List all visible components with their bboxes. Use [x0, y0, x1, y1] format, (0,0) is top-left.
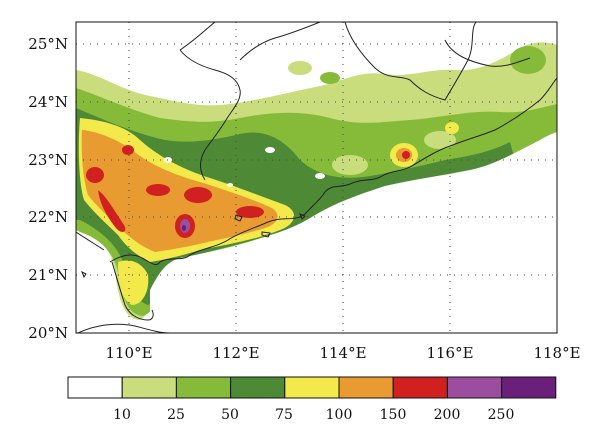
colorbar-swatch: [121, 376, 177, 399]
colorbar-swatch: [230, 376, 286, 399]
field-red: [122, 145, 134, 155]
field-red: [146, 184, 170, 196]
hainan-coast: [77, 323, 171, 333]
colorbar-tick-label: 75: [275, 407, 293, 423]
province-border: [344, 22, 477, 101]
colorbar-swatch: [284, 376, 340, 399]
colorbar-tick-label: 25: [167, 407, 185, 423]
field-gap: [227, 183, 233, 187]
sea-area: [76, 230, 112, 280]
lat-label: 21°N: [28, 266, 68, 284]
coastline: [111, 261, 154, 321]
lat-label: 23°N: [28, 151, 68, 169]
colorbar-tick-label: 100: [326, 407, 353, 423]
lon-label: 110°E: [105, 344, 152, 362]
coastline: [109, 77, 557, 265]
field-red: [98, 190, 126, 232]
colorbar-labels: 10 25 50 75 100 150 200 250: [113, 407, 514, 423]
colorbar-swatch: [175, 376, 232, 399]
field-patch: [320, 72, 340, 84]
field-yellow: [445, 122, 459, 134]
colorbar-swatch: [338, 376, 394, 399]
field-patch: [332, 155, 368, 175]
lat-label: 22°N: [28, 208, 68, 226]
province-border: [179, 22, 241, 181]
field-red: [184, 187, 212, 203]
field-yellow: [118, 260, 149, 305]
field-dark-green: [76, 108, 515, 305]
province-border: [239, 22, 321, 61]
colorbar-swatch: [446, 376, 503, 399]
lon-label: 118°E: [533, 344, 580, 362]
graticule: [76, 22, 557, 333]
field-dark-purple: [182, 225, 186, 231]
province-border: [444, 39, 531, 67]
colorbar: [67, 376, 557, 399]
coastline-borders: [76, 22, 557, 333]
field-patch: [288, 61, 312, 75]
field-gap: [315, 173, 325, 179]
sea-area: [150, 132, 557, 333]
island: [81, 270, 87, 279]
lon-label: 112°E: [212, 344, 259, 362]
colorbar-tick-label: 150: [380, 407, 407, 423]
island: [261, 231, 271, 238]
lon-label: 114°E: [319, 344, 366, 362]
coastline: [76, 231, 105, 251]
field-gap: [265, 147, 275, 153]
field-red: [86, 167, 104, 183]
field-patch: [424, 131, 456, 149]
field-patch: [510, 46, 546, 74]
colorbar-tick-label: 250: [488, 407, 515, 423]
field-orange: [81, 130, 278, 252]
lat-label: 20°N: [28, 324, 68, 342]
colorbar-tick-label: 50: [221, 407, 239, 423]
colorbar-swatch: [501, 376, 557, 399]
island: [234, 214, 243, 222]
colorbar-tick-label: 200: [434, 407, 461, 423]
map-frame: [75, 21, 558, 334]
lat-label: 24°N: [28, 93, 68, 111]
field-red: [402, 151, 410, 159]
field-red: [236, 206, 264, 218]
colorbar-swatch: [67, 376, 123, 399]
colorbar-swatch: [392, 376, 448, 399]
latitude-labels: 20°N 21°N 22°N 23°N 24°N 25°N: [28, 35, 68, 342]
lon-label: 116°E: [426, 344, 473, 362]
island: [299, 213, 306, 220]
lat-label: 25°N: [28, 35, 68, 53]
longitude-labels: 110°E 112°E 114°E 116°E 118°E: [105, 344, 580, 362]
colorbar-tick-label: 10: [113, 407, 131, 423]
